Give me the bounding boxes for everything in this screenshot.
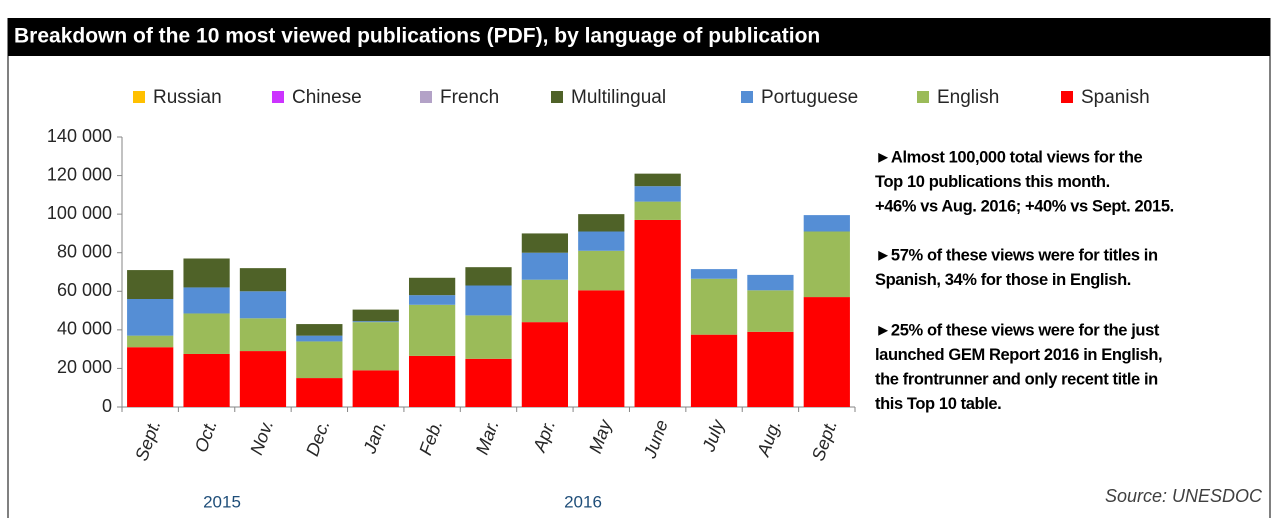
bar-segment bbox=[521, 233, 569, 253]
bar-segment bbox=[183, 313, 230, 354]
x-tick-label: Oct. bbox=[191, 417, 221, 455]
y-tick-label: 80 000 bbox=[57, 241, 112, 261]
y-tick-label: 100 000 bbox=[47, 203, 112, 223]
bar-segment bbox=[803, 215, 850, 232]
legend-swatch bbox=[272, 91, 284, 103]
bar-segment bbox=[578, 290, 625, 407]
x-tick-label: Feb. bbox=[415, 417, 446, 458]
note-line: ►Almost 100,000 total views for the bbox=[875, 148, 1143, 166]
bar-segment bbox=[578, 214, 625, 232]
x-tick-label: May bbox=[585, 416, 616, 456]
legend-swatch bbox=[551, 91, 563, 103]
bar-segment bbox=[634, 173, 681, 187]
bar-segment bbox=[634, 219, 681, 407]
bar-segment bbox=[408, 295, 456, 305]
x-tick-label: Dec. bbox=[302, 417, 333, 459]
bar-segment bbox=[183, 258, 230, 288]
y-tick-label: 0 bbox=[102, 396, 112, 416]
bar-segment bbox=[747, 331, 794, 407]
bar-segment bbox=[127, 270, 174, 299]
legend-label: Spanish bbox=[1081, 87, 1150, 108]
y-tick-label: 40 000 bbox=[57, 319, 112, 339]
y-tick-label: 140 000 bbox=[47, 126, 112, 146]
y-tick-label: 20 000 bbox=[57, 357, 112, 377]
legend-label: Portuguese bbox=[761, 87, 858, 108]
bar-segment bbox=[408, 355, 456, 407]
bar-segment bbox=[690, 269, 738, 279]
title-bar bbox=[8, 18, 1270, 56]
x-tick-label: Jan. bbox=[359, 417, 390, 457]
bar-segment bbox=[803, 297, 850, 407]
bar-segment bbox=[465, 285, 512, 316]
bar-segment bbox=[521, 252, 569, 280]
note-line: launched GEM Report 2016 in English, bbox=[875, 346, 1162, 364]
bar-segment bbox=[465, 267, 512, 286]
note-line: this Top 10 table. bbox=[875, 395, 1001, 413]
bar-segment bbox=[239, 318, 287, 352]
x-tick-label: Mar. bbox=[472, 417, 503, 457]
x-tick-label: Sept. bbox=[131, 417, 164, 463]
bar-segment bbox=[690, 334, 738, 407]
bar-segment bbox=[239, 351, 287, 407]
x-tick-label: July bbox=[698, 416, 728, 455]
year-label: 2015 bbox=[203, 492, 241, 511]
legend-label: Multilingual bbox=[571, 87, 666, 108]
bar-segment bbox=[747, 274, 794, 291]
bar-segment bbox=[803, 231, 850, 298]
bar-segment bbox=[521, 279, 569, 323]
bar-segment bbox=[239, 268, 287, 292]
bar-segment bbox=[578, 250, 625, 291]
legend-label: Chinese bbox=[292, 87, 362, 108]
legend-swatch bbox=[917, 91, 929, 103]
y-tick-label: 120 000 bbox=[47, 164, 112, 184]
bar-segment bbox=[408, 304, 456, 356]
x-tick-label: Sept. bbox=[808, 417, 841, 463]
note-line: the frontrunner and only recent title in bbox=[875, 370, 1158, 388]
source: Source: UNESDOC bbox=[1105, 486, 1263, 506]
bar-segment bbox=[352, 321, 399, 323]
bar-segment bbox=[183, 287, 230, 314]
x-tick-label: June bbox=[639, 417, 671, 461]
legend-label: Russian bbox=[153, 87, 222, 108]
bar-segment bbox=[296, 324, 343, 336]
bar-segment bbox=[296, 378, 343, 407]
bar-segment bbox=[465, 315, 512, 359]
legend-label: French bbox=[440, 87, 499, 108]
year-label: 2016 bbox=[564, 492, 602, 511]
note-line: ►25% of these views were for the just bbox=[875, 321, 1160, 339]
bar-segment bbox=[352, 370, 399, 407]
bar-segment bbox=[634, 186, 681, 202]
bar-segment bbox=[690, 278, 738, 335]
bar-segment bbox=[465, 358, 512, 407]
legend-swatch bbox=[420, 91, 432, 103]
legend-swatch bbox=[741, 91, 753, 103]
bar-segment bbox=[578, 231, 625, 251]
bar-segment bbox=[747, 290, 794, 332]
chart-title: Breakdown of the 10 most viewed publicat… bbox=[14, 25, 820, 48]
bar-segment bbox=[352, 322, 399, 371]
note-line: +46% vs Aug. 2016; +40% vs Sept. 2015. bbox=[875, 197, 1174, 215]
bar-segment bbox=[127, 299, 174, 336]
bar-segment bbox=[521, 322, 569, 407]
bar-segment bbox=[634, 201, 681, 220]
note-line: Spanish, 34% for those in English. bbox=[875, 271, 1131, 289]
bar-segment bbox=[127, 335, 174, 348]
legend-swatch bbox=[1061, 91, 1073, 103]
x-tick-label: Aug. bbox=[753, 417, 785, 460]
bar-segment bbox=[408, 277, 456, 296]
bar-segment bbox=[183, 353, 230, 407]
y-tick-label: 60 000 bbox=[57, 280, 112, 300]
legend-label: English bbox=[937, 87, 999, 108]
x-tick-label: Nov. bbox=[246, 417, 277, 457]
note-line: ►57% of these views were for titles in bbox=[875, 246, 1158, 264]
bar-segment bbox=[239, 291, 287, 319]
legend-swatch bbox=[133, 91, 145, 103]
note-line: Top 10 publications this month. bbox=[875, 173, 1110, 191]
bar-segment bbox=[352, 309, 399, 322]
bar-segment bbox=[296, 341, 343, 379]
x-tick-label: Apr. bbox=[529, 417, 559, 455]
bar-segment bbox=[127, 347, 174, 407]
bar-segment bbox=[296, 335, 343, 342]
